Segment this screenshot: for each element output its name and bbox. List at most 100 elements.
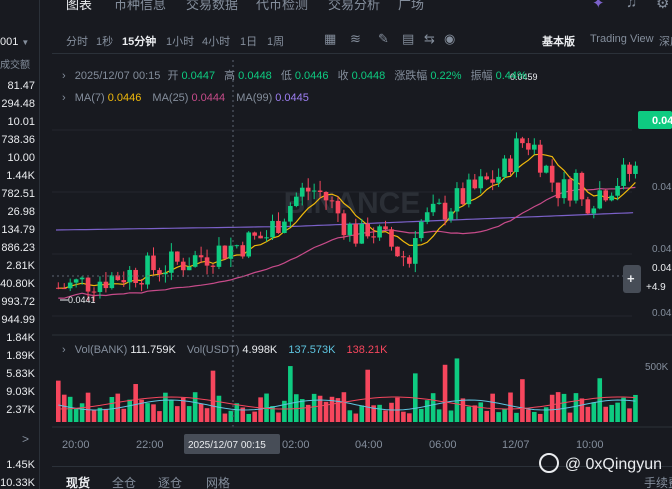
candle-body bbox=[305, 187, 311, 192]
volume-bar bbox=[466, 406, 472, 422]
volume-bar bbox=[299, 399, 305, 422]
volume-bar bbox=[222, 413, 228, 422]
candle-body bbox=[180, 261, 186, 271]
expand-panel-icon[interactable]: > bbox=[22, 432, 30, 446]
candle-body bbox=[466, 179, 472, 205]
candle-body bbox=[73, 279, 79, 283]
volume-bar bbox=[329, 396, 335, 422]
tab-grid[interactable]: 网格 bbox=[206, 476, 231, 489]
crosshair-time-tag bbox=[184, 434, 280, 454]
amplitude-value: 0.44% bbox=[495, 70, 527, 82]
view-basic[interactable]: 基本版 bbox=[542, 36, 575, 48]
turnover-value: 782.51 bbox=[1, 188, 35, 200]
pair-selector[interactable]: 001 ▼ bbox=[0, 36, 30, 48]
candle-body bbox=[169, 251, 174, 273]
tab-chart[interactable]: 图表 bbox=[66, 0, 93, 12]
volume-bar bbox=[460, 398, 466, 422]
kline-chart[interactable]: BINANCE 0.0459 0.0441 0.04 0.04 0.04 0.0… bbox=[52, 60, 672, 460]
volume-bar bbox=[246, 413, 251, 422]
volume-bar bbox=[103, 408, 109, 422]
volume-bar bbox=[490, 393, 495, 422]
tab-spot[interactable]: 现货 bbox=[66, 476, 91, 489]
view-tradingview[interactable]: Trading View bbox=[590, 33, 654, 45]
vol-ma1-value: 137.573K bbox=[288, 344, 336, 356]
price-axis-label: 0.04 bbox=[652, 244, 672, 255]
plus-icon[interactable]: + bbox=[627, 271, 635, 286]
amplitude-label: 振幅 bbox=[470, 70, 493, 82]
sparkle-icon[interactable]: ✦ bbox=[592, 0, 605, 12]
collapse-caret-icon[interactable]: › bbox=[62, 92, 66, 104]
time-axis-label: 20:00 bbox=[62, 439, 90, 451]
tab-token-check[interactable]: 代币检测 bbox=[256, 0, 309, 12]
tab-trade-data[interactable]: 交易数据 bbox=[186, 0, 239, 12]
chart-watermark: BINANCE bbox=[284, 187, 421, 220]
chart-canvas[interactable]: BINANCE 0.0459 0.0441 0.04 0.04 0.04 0.0… bbox=[52, 60, 672, 460]
volume-bar bbox=[502, 408, 507, 422]
interval-1h[interactable]: 1小时 bbox=[166, 36, 195, 48]
ma-line bbox=[58, 153, 636, 289]
interval-tick[interactable]: 分时 bbox=[66, 36, 88, 48]
add-order-button[interactable] bbox=[623, 265, 641, 293]
ma7-label: MA(7) bbox=[74, 92, 105, 104]
indicators-icon[interactable]: ≋ bbox=[350, 31, 361, 46]
volume-bar bbox=[579, 398, 585, 422]
tab-isolated[interactable]: 逐仓 bbox=[158, 476, 183, 489]
volume-bar bbox=[61, 394, 67, 422]
candle-body bbox=[579, 172, 585, 200]
close-value: 0.0448 bbox=[351, 70, 386, 82]
low-value: 0.0446 bbox=[294, 70, 329, 82]
interval-1d[interactable]: 1日 bbox=[240, 36, 258, 48]
drawing-icon[interactable]: ✎ bbox=[378, 31, 389, 46]
tab-trade-analysis[interactable]: 交易分析 bbox=[328, 0, 381, 12]
snapshot-icon[interactable]: ◉ bbox=[444, 31, 456, 46]
bell-icon[interactable]: ♫ bbox=[626, 0, 638, 11]
volume-bar bbox=[234, 403, 240, 422]
volume-ma-line bbox=[58, 399, 636, 411]
calendar-icon[interactable]: ▦ bbox=[324, 31, 337, 46]
fee-link[interactable]: 手续费 bbox=[644, 476, 672, 489]
tab-square[interactable]: 广场 bbox=[398, 0, 425, 12]
candle-body bbox=[127, 269, 132, 283]
view-depth[interactable]: 深度 bbox=[659, 36, 672, 48]
volume-bar bbox=[228, 410, 234, 422]
candle-body bbox=[508, 158, 513, 173]
turnover-value: 944.99 bbox=[1, 314, 35, 326]
candle-body bbox=[186, 266, 192, 271]
interval-15m[interactable]: 15分钟 bbox=[122, 36, 157, 48]
volume-bar bbox=[371, 405, 376, 422]
current-price-tag bbox=[638, 111, 672, 129]
candle-body bbox=[258, 235, 263, 239]
turnover-value: 81.47 bbox=[7, 80, 35, 92]
interval-1w[interactable]: 1周 bbox=[267, 36, 285, 48]
candle-body bbox=[234, 245, 240, 247]
candle-body bbox=[597, 190, 603, 209]
close-label: 收 bbox=[337, 70, 349, 82]
volume-bar bbox=[603, 406, 608, 422]
volume-bar bbox=[347, 410, 353, 422]
settings-icon[interactable]: ⚙ bbox=[656, 0, 670, 12]
volume-bar bbox=[109, 396, 115, 422]
candle-body bbox=[496, 176, 501, 183]
volume-ma-line bbox=[58, 396, 636, 410]
turnover-value: 1.45K bbox=[6, 459, 35, 471]
time-axis-label: 04:00 bbox=[355, 439, 383, 451]
candle-body bbox=[163, 272, 168, 275]
candle-body bbox=[329, 200, 335, 202]
candle-body bbox=[543, 165, 549, 173]
volume-bar bbox=[496, 412, 501, 422]
compare-icon[interactable]: ⇆ bbox=[424, 31, 435, 46]
tab-coin-info[interactable]: 币种信息 bbox=[114, 0, 167, 12]
candle-body bbox=[609, 195, 614, 201]
candle-body bbox=[61, 288, 67, 290]
tab-cross[interactable]: 全仓 bbox=[112, 476, 137, 489]
collapse-caret-icon[interactable]: › bbox=[62, 344, 66, 356]
candle-body bbox=[561, 179, 567, 199]
candle-body bbox=[151, 255, 156, 271]
interval-1s[interactable]: 1秒 bbox=[96, 36, 114, 48]
layout-icon[interactable]: ▤ bbox=[402, 31, 415, 46]
collapse-caret-icon[interactable]: › bbox=[62, 70, 66, 82]
volume-bar bbox=[139, 399, 144, 422]
candle-body bbox=[347, 223, 353, 236]
interval-4h[interactable]: 4小时 bbox=[202, 36, 231, 48]
volume-bar bbox=[79, 403, 85, 422]
